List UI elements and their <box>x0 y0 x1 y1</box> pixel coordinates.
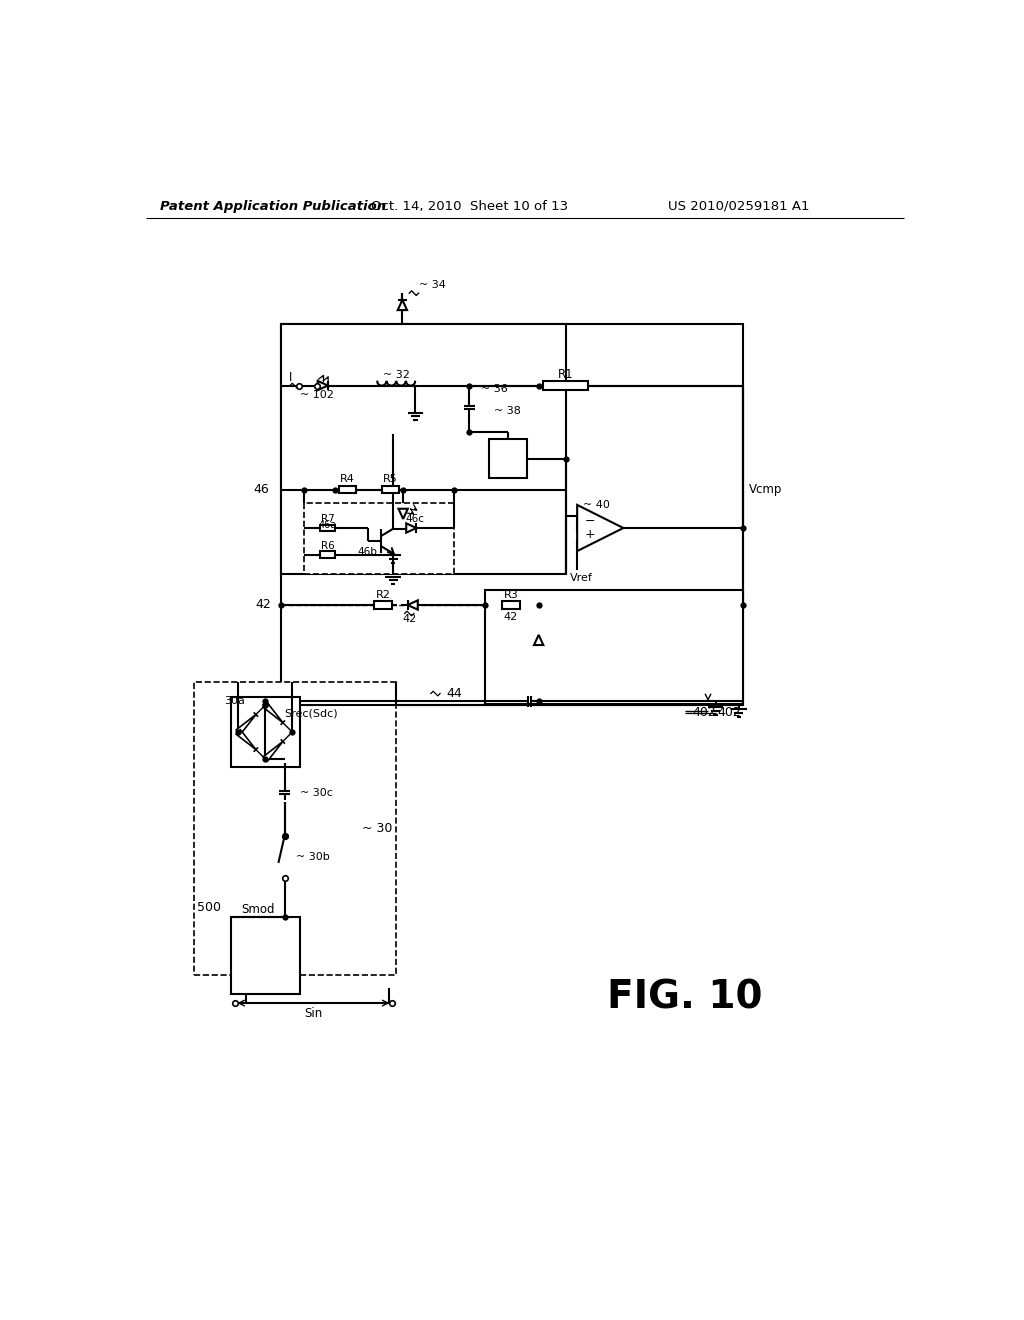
Text: 402: 402 <box>692 706 717 719</box>
Text: ~ 34: ~ 34 <box>419 280 446 290</box>
Text: FIG. 10: FIG. 10 <box>607 978 763 1016</box>
Polygon shape <box>398 508 408 519</box>
Polygon shape <box>408 601 418 610</box>
Text: ~ 102: ~ 102 <box>300 389 334 400</box>
Text: ~ 30: ~ 30 <box>361 822 392 834</box>
Text: R7: R7 <box>321 513 335 524</box>
Text: 402: 402 <box>717 706 741 719</box>
Text: ~ 40: ~ 40 <box>583 500 610 510</box>
Text: Patent Application Publication: Patent Application Publication <box>160 199 386 213</box>
Polygon shape <box>263 742 283 762</box>
Text: −: − <box>585 515 595 528</box>
Bar <box>319 552 336 558</box>
Text: R3: R3 <box>504 590 518 601</box>
Polygon shape <box>578 506 624 552</box>
Text: US 2010/0259181 A1: US 2010/0259181 A1 <box>668 199 810 213</box>
Text: R1: R1 <box>558 368 573 381</box>
Bar <box>488 440 527 478</box>
Text: ~ 36: ~ 36 <box>481 384 508 395</box>
Bar <box>502 601 520 609</box>
Bar <box>281 323 742 705</box>
Text: R4: R4 <box>340 474 355 484</box>
Text: 44: 44 <box>446 686 462 700</box>
Text: Smod: Smod <box>241 903 274 916</box>
Text: I: I <box>289 371 292 384</box>
Text: ~ 30b: ~ 30b <box>296 851 330 862</box>
Bar <box>319 524 336 532</box>
Text: R6: R6 <box>321 541 335 550</box>
Bar <box>195 682 396 974</box>
Polygon shape <box>534 635 544 645</box>
Bar <box>230 917 300 994</box>
Bar <box>281 323 565 574</box>
Text: Sin: Sin <box>304 1007 323 1020</box>
Text: +: + <box>585 528 595 541</box>
Text: Vref: Vref <box>569 573 593 583</box>
Text: 30a: 30a <box>224 696 246 706</box>
Polygon shape <box>317 381 328 391</box>
Text: Vcmp: Vcmp <box>749 483 782 496</box>
Text: 46c: 46c <box>406 513 424 524</box>
Text: 42: 42 <box>402 614 417 624</box>
Text: R5: R5 <box>383 474 397 484</box>
Text: 46: 46 <box>253 483 269 496</box>
Polygon shape <box>263 704 283 722</box>
Text: Srec(Sdc): Srec(Sdc) <box>285 709 338 718</box>
Bar <box>374 601 392 609</box>
Bar <box>339 486 356 494</box>
Bar <box>544 381 588 391</box>
Text: ~ 38: ~ 38 <box>495 407 521 416</box>
Text: ~ 30c: ~ 30c <box>300 788 333 797</box>
Text: 500: 500 <box>198 902 221 915</box>
Text: 42: 42 <box>255 598 270 611</box>
Polygon shape <box>237 714 256 734</box>
Bar <box>382 486 398 494</box>
Text: R2: R2 <box>376 590 390 601</box>
Text: 42: 42 <box>504 612 518 622</box>
Polygon shape <box>407 523 417 533</box>
Bar <box>304 503 454 574</box>
Bar <box>230 697 300 767</box>
Text: Oct. 14, 2010  Sheet 10 of 13: Oct. 14, 2010 Sheet 10 of 13 <box>371 199 568 213</box>
Polygon shape <box>237 730 256 750</box>
Text: 46a: 46a <box>318 520 337 529</box>
Bar <box>484 590 742 704</box>
Text: 46b: 46b <box>357 546 378 557</box>
Polygon shape <box>397 300 407 310</box>
Text: ~ 32: ~ 32 <box>383 370 410 380</box>
